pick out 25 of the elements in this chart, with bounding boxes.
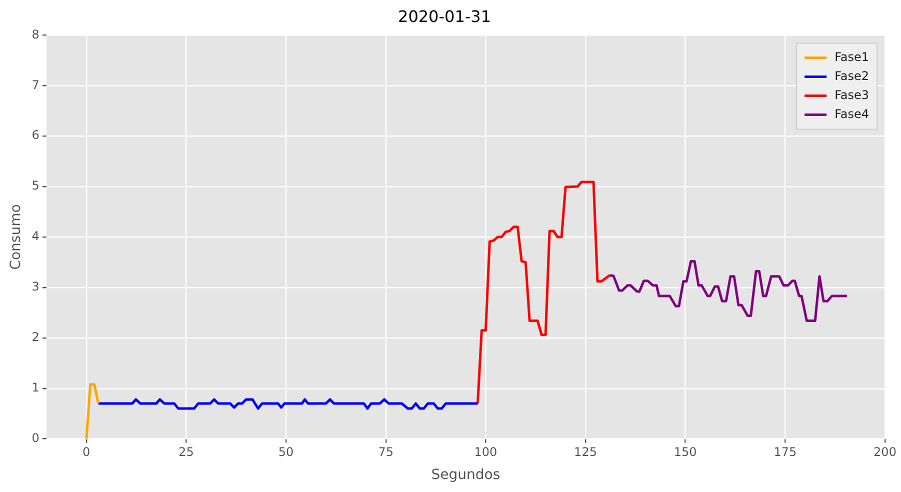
y-tick-label: 4 [32, 229, 40, 244]
x-tick-label: 125 [574, 445, 597, 460]
y-tick-label: 7 [32, 78, 40, 92]
legend-label: Fase3 [834, 88, 870, 102]
y-tick-label: 8 [32, 27, 40, 42]
x-tick-label: 0 [82, 445, 90, 460]
y-axis-title: Consumo [8, 204, 24, 270]
chart-title: 2020-01-31 [398, 6, 491, 26]
x-tick-label: 175 [774, 445, 797, 460]
x-tick-label: 100 [474, 445, 498, 460]
x-axis-title: Segundos [431, 467, 500, 484]
x-tick-label: 50 [278, 445, 294, 460]
y-tick-label: 5 [32, 178, 40, 193]
x-tick-label: 75 [378, 445, 394, 460]
x-tick-label: 200 [874, 445, 896, 460]
y-tick-label: 0 [32, 430, 40, 445]
legend-label: Fase2 [834, 68, 870, 83]
y-tick-label: 3 [32, 280, 40, 294]
legend-label: Fase4 [834, 106, 870, 121]
x-tick-label: 25 [178, 445, 194, 460]
legend-label: Fase1 [834, 50, 870, 64]
y-tick-label: 1 [32, 380, 40, 394]
x-tick-label: 150 [674, 445, 697, 460]
y-tick-label: 6 [32, 128, 40, 142]
y-tick-label: 2 [32, 330, 40, 344]
